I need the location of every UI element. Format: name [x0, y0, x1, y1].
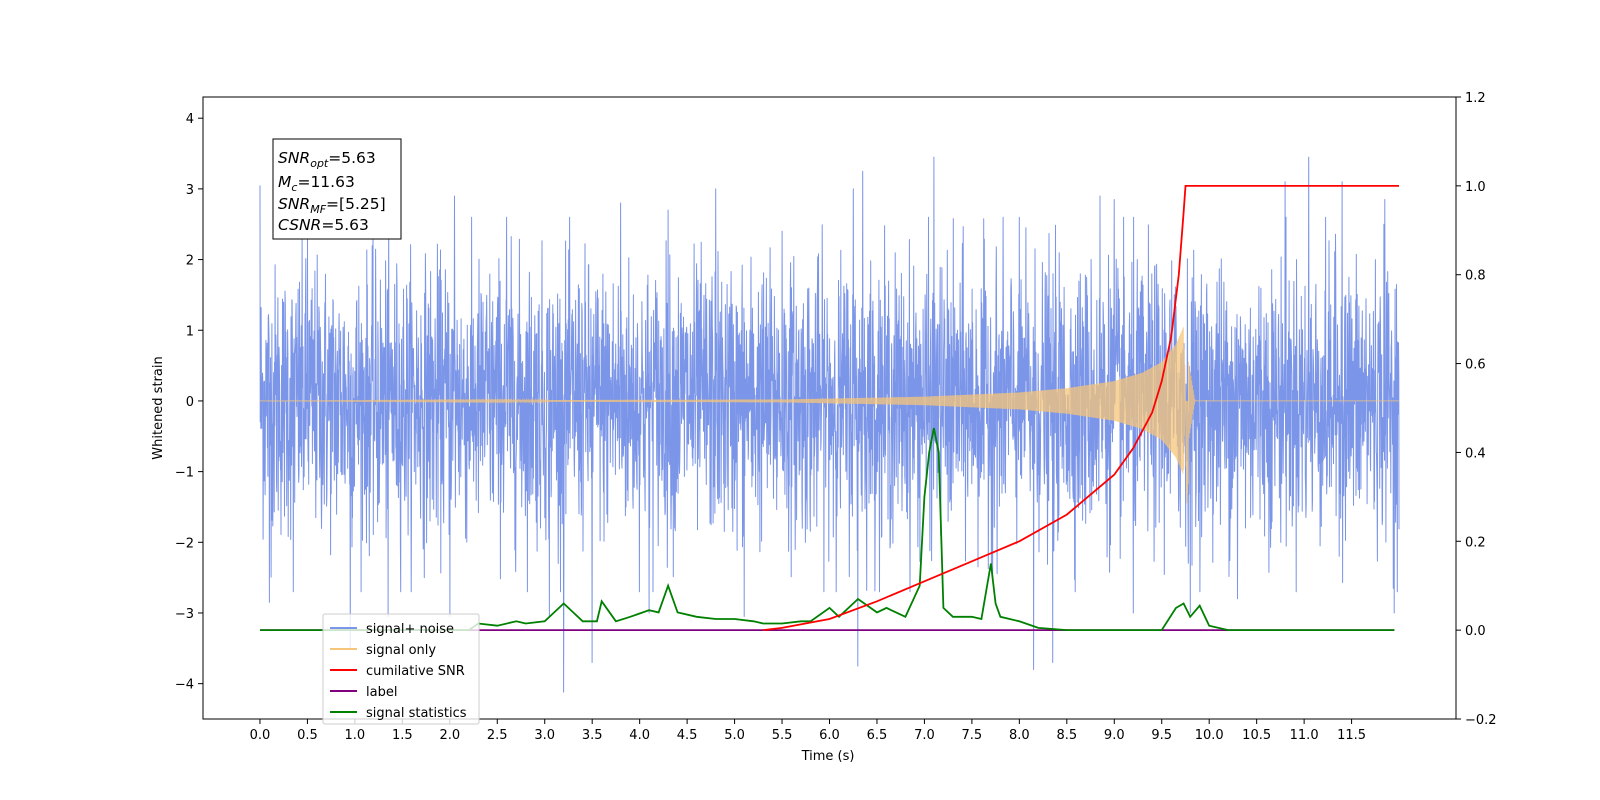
x-tick-label: 7.0: [914, 728, 935, 743]
y2-tick-label: 1.2: [1465, 91, 1486, 106]
x-tick-label: 8.5: [1056, 728, 1077, 743]
annotation-frame: [272, 138, 402, 240]
legend-label: signal statistics: [366, 706, 467, 721]
y2-tick-label: 0.4: [1465, 446, 1486, 461]
y2-tick-label: 0.8: [1465, 269, 1486, 284]
series-cumulative-snr-line: [762, 185, 1399, 631]
x-tick-label: 10.0: [1195, 728, 1224, 743]
y2-tick-label: 1.0: [1465, 180, 1486, 195]
x-tick-label: 3.5: [582, 728, 603, 743]
y-tick-label: −3: [175, 607, 194, 622]
x-tick-label: 4.0: [629, 728, 650, 743]
x-tick-label: 3.0: [534, 728, 555, 743]
series-signal-only-line: [260, 327, 1399, 504]
y-tick-label: 4: [186, 112, 194, 127]
x-tick-label: 8.0: [1009, 728, 1030, 743]
y-axis-ticks: 4 3 2 1 0 −1 −2 −3 −4: [175, 112, 203, 693]
x-tick-label: 6.5: [867, 728, 888, 743]
snr-opt-text: SNRopt=5.63: [278, 149, 376, 170]
legend-label: label: [366, 685, 397, 700]
series-signal-statistics-line: [260, 427, 1395, 631]
x-tick-label: 1.5: [392, 728, 413, 743]
snr-mf-text: SNRMF=[5.25]: [278, 195, 386, 216]
x-axis-label: Time (s): [801, 749, 855, 764]
x-tick-label: 6.0: [819, 728, 840, 743]
x-tick-label: 0.5: [297, 728, 318, 743]
y2-axis-ticks: 1.2 1.0 0.8 0.6 0.4 0.2 0.0 −0.2: [1456, 91, 1497, 728]
series-signal-noise-line: [259, 156, 1400, 693]
legend: signal+ noise signal only cumilative SNR la…: [322, 613, 480, 725]
y-tick-label: 2: [186, 254, 194, 269]
legend-label: signal+ noise: [366, 622, 454, 637]
x-tick-label: 10.5: [1242, 728, 1271, 743]
y-tick-label: −2: [175, 536, 194, 551]
snr-annotation-box: SNRopt=5.63 Mc=11.63 SNRMF=[5.25] CSNR=5…: [272, 138, 402, 240]
x-tick-label: 9.5: [1151, 728, 1172, 743]
y-tick-label: 0: [186, 395, 194, 410]
x-tick-label: 9.0: [1104, 728, 1125, 743]
x-axis-ticks: 0.0 0.5 1.0 1.5 2.0 2.5 3.0 3.5 4.0 4.5 5.0 5.5 6.0 6…: [250, 719, 1366, 743]
x-tick-label: 5.5: [772, 728, 793, 743]
x-tick-label: 11.5: [1337, 728, 1366, 743]
y-tick-label: −4: [175, 678, 194, 693]
y2-tick-label: 0.0: [1465, 624, 1486, 639]
legend-frame: [322, 613, 480, 725]
x-tick-label: 2.0: [439, 728, 460, 743]
y2-tick-label: 0.2: [1465, 535, 1486, 550]
x-tick-label: 0.0: [250, 728, 271, 743]
x-tick-label: 2.5: [487, 728, 508, 743]
x-tick-label: 5.0: [724, 728, 745, 743]
x-tick-label: 11.0: [1290, 728, 1319, 743]
y-tick-label: −1: [175, 466, 194, 481]
y-axis-label: Whitened strain: [151, 356, 166, 459]
mc-text: Mc=11.63: [278, 173, 355, 194]
csnr-text: CSNR=5.63: [278, 216, 369, 234]
y2-tick-label: 0.6: [1465, 358, 1486, 373]
y-tick-label: 3: [186, 183, 194, 198]
x-tick-label: 1.0: [345, 728, 366, 743]
y-tick-label: 1: [186, 324, 194, 339]
legend-label: cumilative SNR: [366, 664, 465, 679]
x-tick-label: 4.5: [677, 728, 698, 743]
y2-tick-label: −0.2: [1465, 713, 1497, 728]
x-tick-label: 7.5: [962, 728, 983, 743]
legend-label: signal only: [366, 643, 436, 658]
